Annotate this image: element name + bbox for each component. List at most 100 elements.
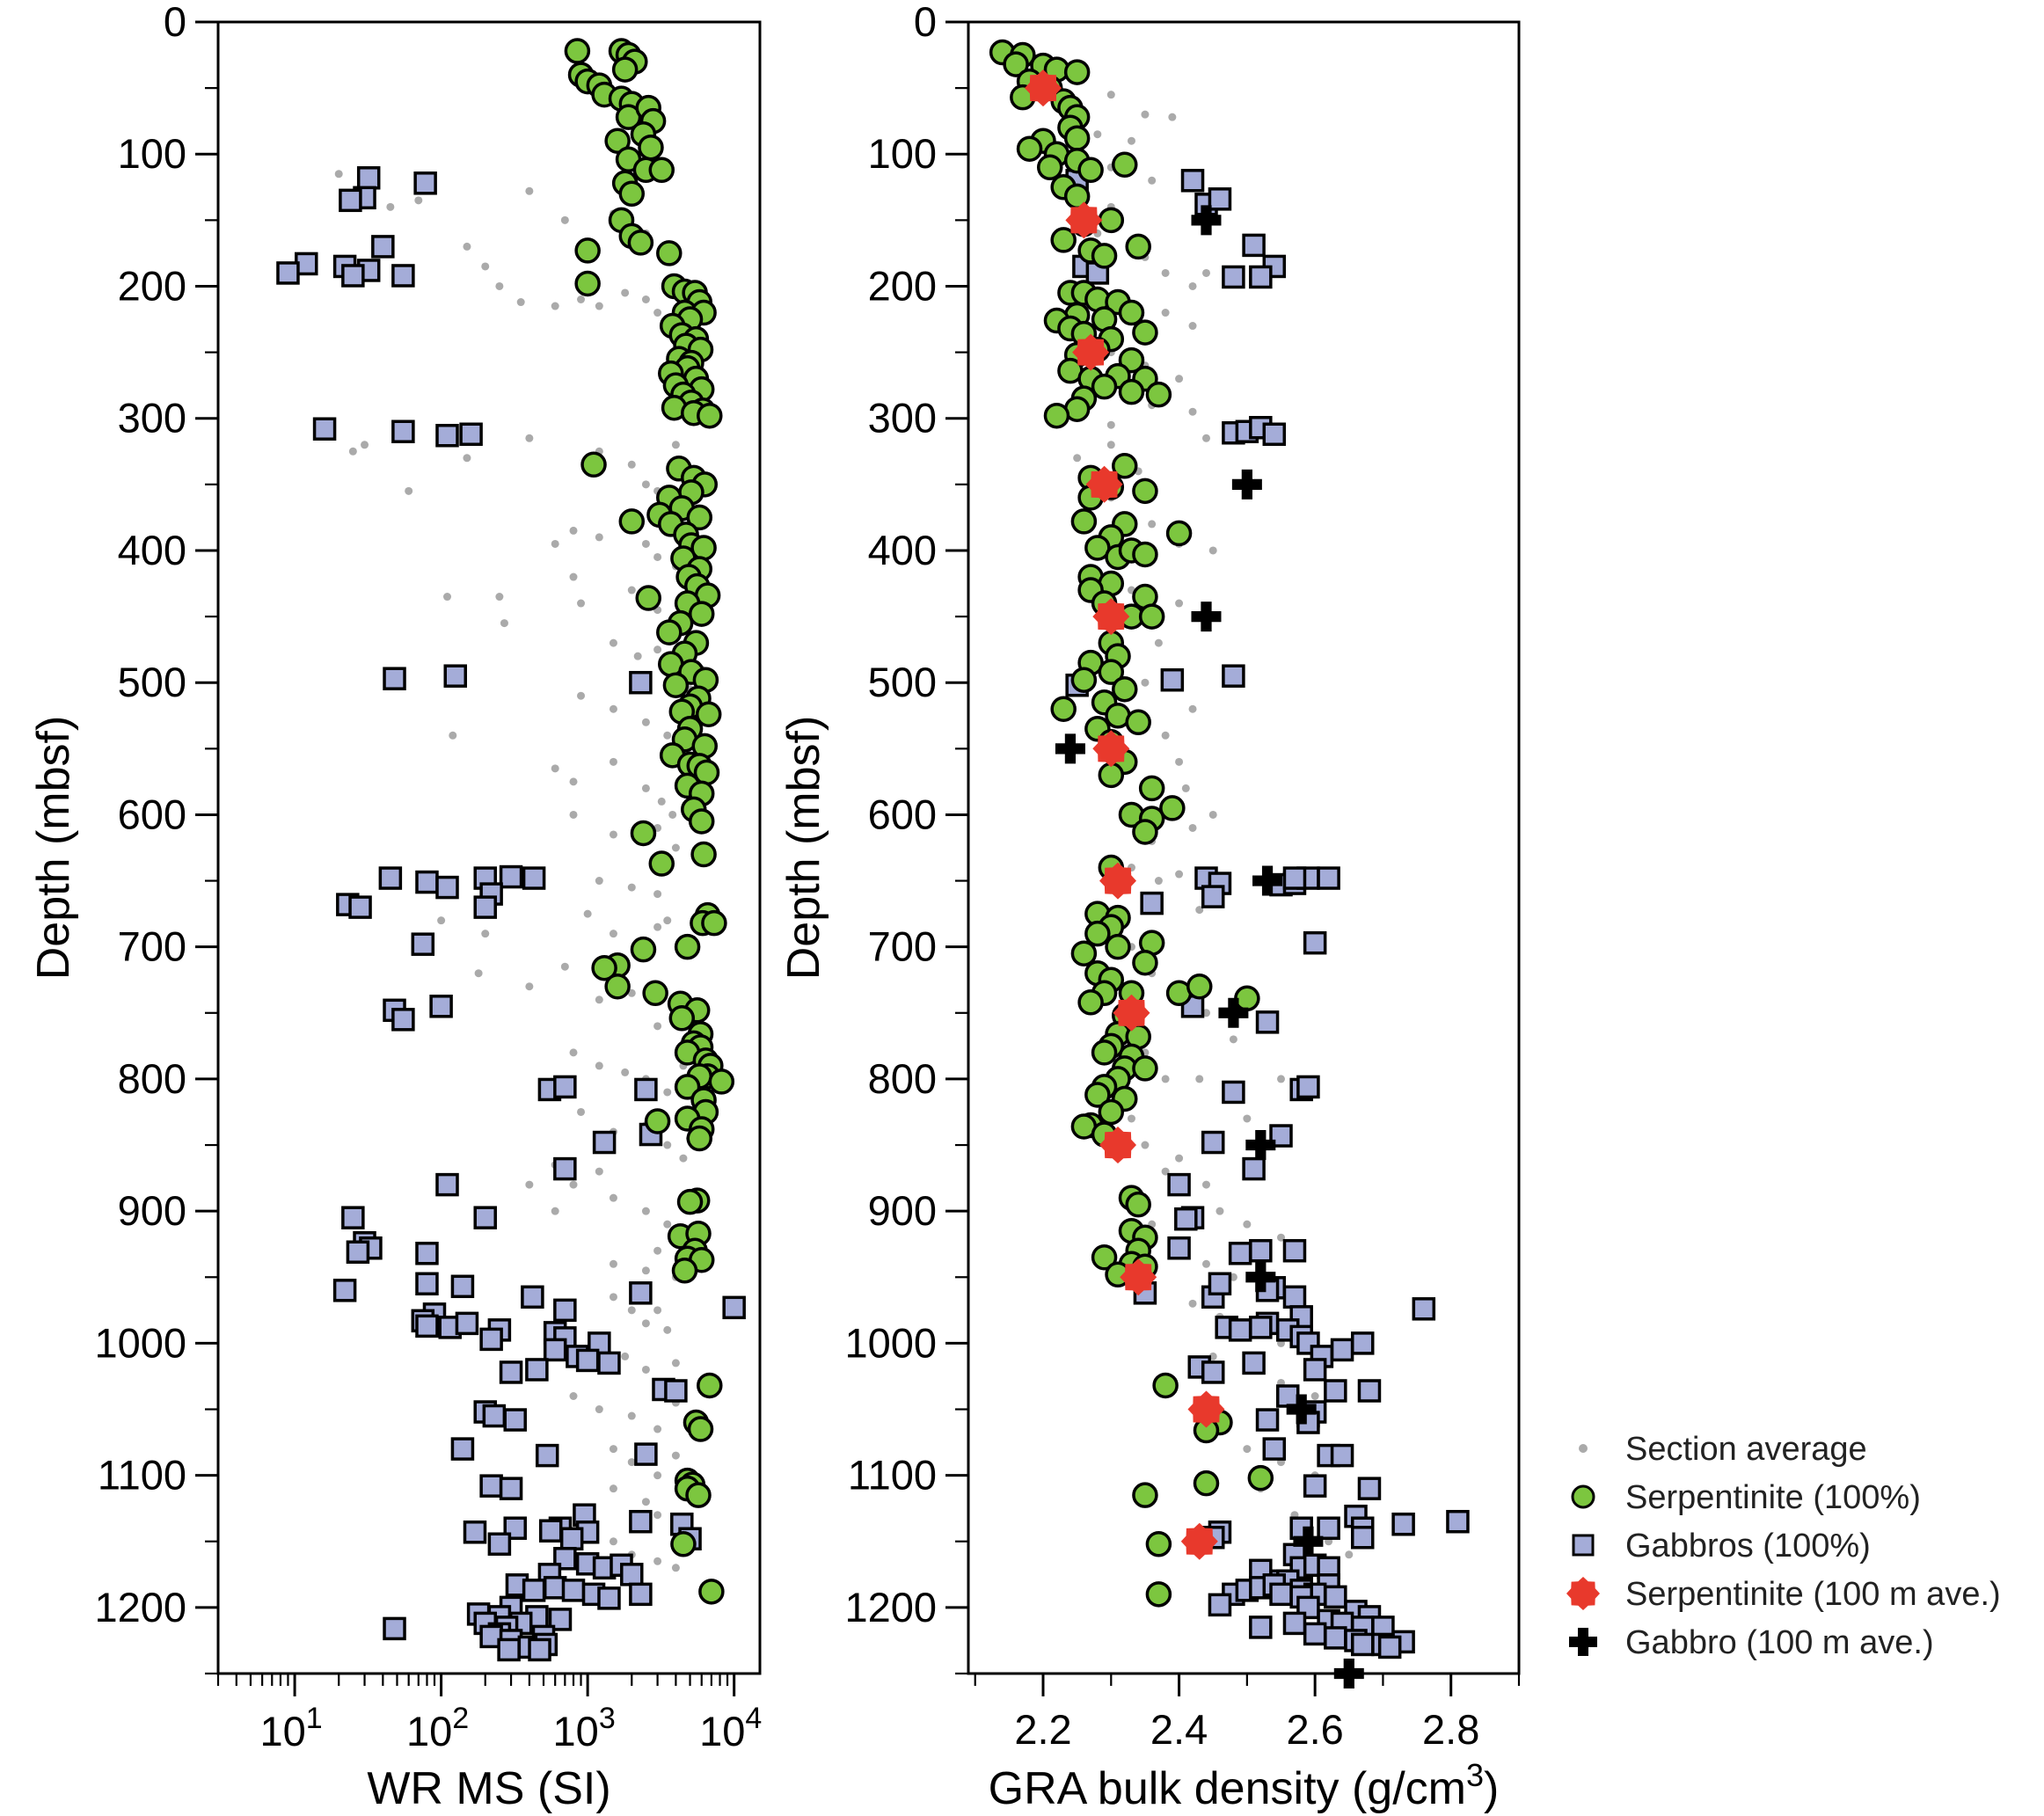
section-average-point-126 xyxy=(609,1445,617,1454)
legend-marker-serpentinite xyxy=(1571,1484,1595,1509)
gabbro-point-31 xyxy=(1296,1075,1320,1099)
plot-frame xyxy=(967,20,1521,1675)
legend-label: Serpentinite (100%) xyxy=(1625,1479,1921,1516)
serpentinite-point-120 xyxy=(1084,1082,1111,1108)
y-tick-label: 900 xyxy=(118,1187,186,1234)
section-average-point-44 xyxy=(1154,877,1163,886)
gabbro-point-38 xyxy=(435,1172,459,1197)
serpentinite-point-109 xyxy=(1234,985,1260,1012)
legend-marker-serpentinite-average xyxy=(1566,1577,1600,1610)
section-average-point-100 xyxy=(525,1180,534,1189)
section-average-point-19 xyxy=(361,441,369,449)
serpentinite-average-point-6 xyxy=(1099,862,1136,900)
serpentinite-point-27 xyxy=(574,270,601,297)
section-average-point-8 xyxy=(463,242,471,251)
gabbro-point-28 xyxy=(411,932,435,956)
section-average-point-22 xyxy=(1201,434,1210,442)
section-average-point-55 xyxy=(449,731,457,740)
serpentinite-point-28 xyxy=(1125,233,1151,260)
gabbro-point-7 xyxy=(276,261,300,285)
section-average-point-106 xyxy=(663,1220,672,1229)
section-average-point-45 xyxy=(1175,870,1184,879)
gabbro-point-69 xyxy=(482,1404,507,1428)
section-average-point-14 xyxy=(1161,309,1170,317)
y-tick-label: 0 xyxy=(164,0,186,45)
section-average-point-15 xyxy=(621,288,630,297)
serpentinite-point-53 xyxy=(580,451,607,478)
gabbro-average-point-10 xyxy=(1333,1659,1364,1688)
section-average-point-118 xyxy=(641,1365,650,1374)
gabbro-point-117 xyxy=(1377,1635,1402,1659)
serpentinite-point-77 xyxy=(1098,659,1125,685)
gabbro-point-28 xyxy=(1255,1010,1280,1034)
gabbro-point-110 xyxy=(1303,1622,1327,1646)
serpentinite-point-19 xyxy=(648,157,675,184)
serpentinite-average-point-8 xyxy=(1099,1127,1136,1163)
section-average-point-56 xyxy=(1161,1075,1170,1083)
section-average-point-12 xyxy=(1188,281,1197,290)
serpentinite-point-112 xyxy=(668,1005,696,1032)
serpentinite-point-50 xyxy=(1118,378,1145,405)
gabbro-point-31 xyxy=(391,1008,415,1032)
gabbro-point-34 xyxy=(634,1077,658,1102)
section-average-point-3 xyxy=(1093,130,1102,139)
section-average-point-52 xyxy=(641,718,650,726)
gabbro-point-64 xyxy=(575,1348,600,1373)
serpentinite-point-140 xyxy=(1132,1482,1158,1508)
gabbro-point-22 xyxy=(499,864,523,889)
section-average-point-16 xyxy=(641,295,650,304)
section-average-point-2 xyxy=(1168,113,1177,121)
section-average-point-113 xyxy=(641,1319,650,1328)
legend-item-gab_avg: Gabbro (100 m ave.) xyxy=(1569,1624,1934,1661)
section-average-point-82 xyxy=(1243,1445,1252,1454)
section-average-point-32 xyxy=(641,539,650,548)
section-average-point-23 xyxy=(1073,454,1082,463)
gabbro-point-116 xyxy=(497,1637,521,1662)
section-average-point-29 xyxy=(569,526,578,535)
section-average-point-65 xyxy=(609,830,617,839)
serpentinite-point-65 xyxy=(1165,520,1193,547)
section-average-point-36 xyxy=(569,573,578,581)
section-average-point-101 xyxy=(551,1207,559,1215)
gabbro-point-26 xyxy=(348,895,372,919)
section-average-point-103 xyxy=(595,1167,603,1176)
gabbro-average-point-9 xyxy=(1293,1526,1324,1557)
section-average-point-37 xyxy=(627,586,636,594)
section-average-point-64 xyxy=(569,810,578,819)
serpentinite-point-54 xyxy=(1112,453,1138,479)
serpentinite-point-83 xyxy=(1125,709,1151,736)
gabbro-point-48 xyxy=(1412,1297,1436,1321)
gabbro-point-118 xyxy=(383,1616,406,1641)
section-average-point-57 xyxy=(1195,1075,1204,1083)
section-average-point-137 xyxy=(671,1564,680,1572)
gabbro-average-point-3 xyxy=(1055,733,1085,764)
gabbro-point-50 xyxy=(722,1295,746,1320)
gabbro-point-100 xyxy=(1269,1582,1293,1607)
serpentinite-point-82 xyxy=(662,672,690,698)
legend-label: Gabbro (100 m ave.) xyxy=(1625,1624,1934,1661)
gabbro-point-72 xyxy=(664,1379,688,1403)
serpentinite-point-86 xyxy=(695,701,722,728)
section-average-point-35 xyxy=(443,593,452,602)
serpentinite-point-20 xyxy=(1112,151,1138,179)
section-average-point-10 xyxy=(1161,268,1170,277)
y-tick-label: 800 xyxy=(868,1055,937,1102)
section-average-point-60 xyxy=(657,797,666,806)
section-average-point-54 xyxy=(1229,1035,1237,1044)
gabbro-point-51 xyxy=(1249,1316,1273,1339)
section-average-point-65 xyxy=(1215,1207,1224,1215)
serpentinite-average-point-5 xyxy=(1092,730,1130,768)
serpentinite-point-138 xyxy=(1247,1464,1274,1491)
section-average-point-3 xyxy=(414,196,423,205)
section-average-point-31 xyxy=(1175,599,1184,608)
section-average-point-20 xyxy=(405,486,413,495)
serpentinite-point-58 xyxy=(1132,478,1158,505)
section-average-point-11 xyxy=(516,298,525,307)
y-tick-label: 300 xyxy=(118,395,186,441)
panel-gra-density: 0 100 200 300 400 500 600 700 800 900 1000 1100 1200… xyxy=(778,0,1521,1814)
section-average-point-0 xyxy=(1106,91,1115,99)
gabbro-point-19 xyxy=(415,870,439,894)
y-tick-label: 600 xyxy=(118,791,186,837)
section-average-point-136 xyxy=(653,1557,662,1565)
legend: Section average Serpentinite (100%) Gabbro… xyxy=(1566,1431,2001,1661)
